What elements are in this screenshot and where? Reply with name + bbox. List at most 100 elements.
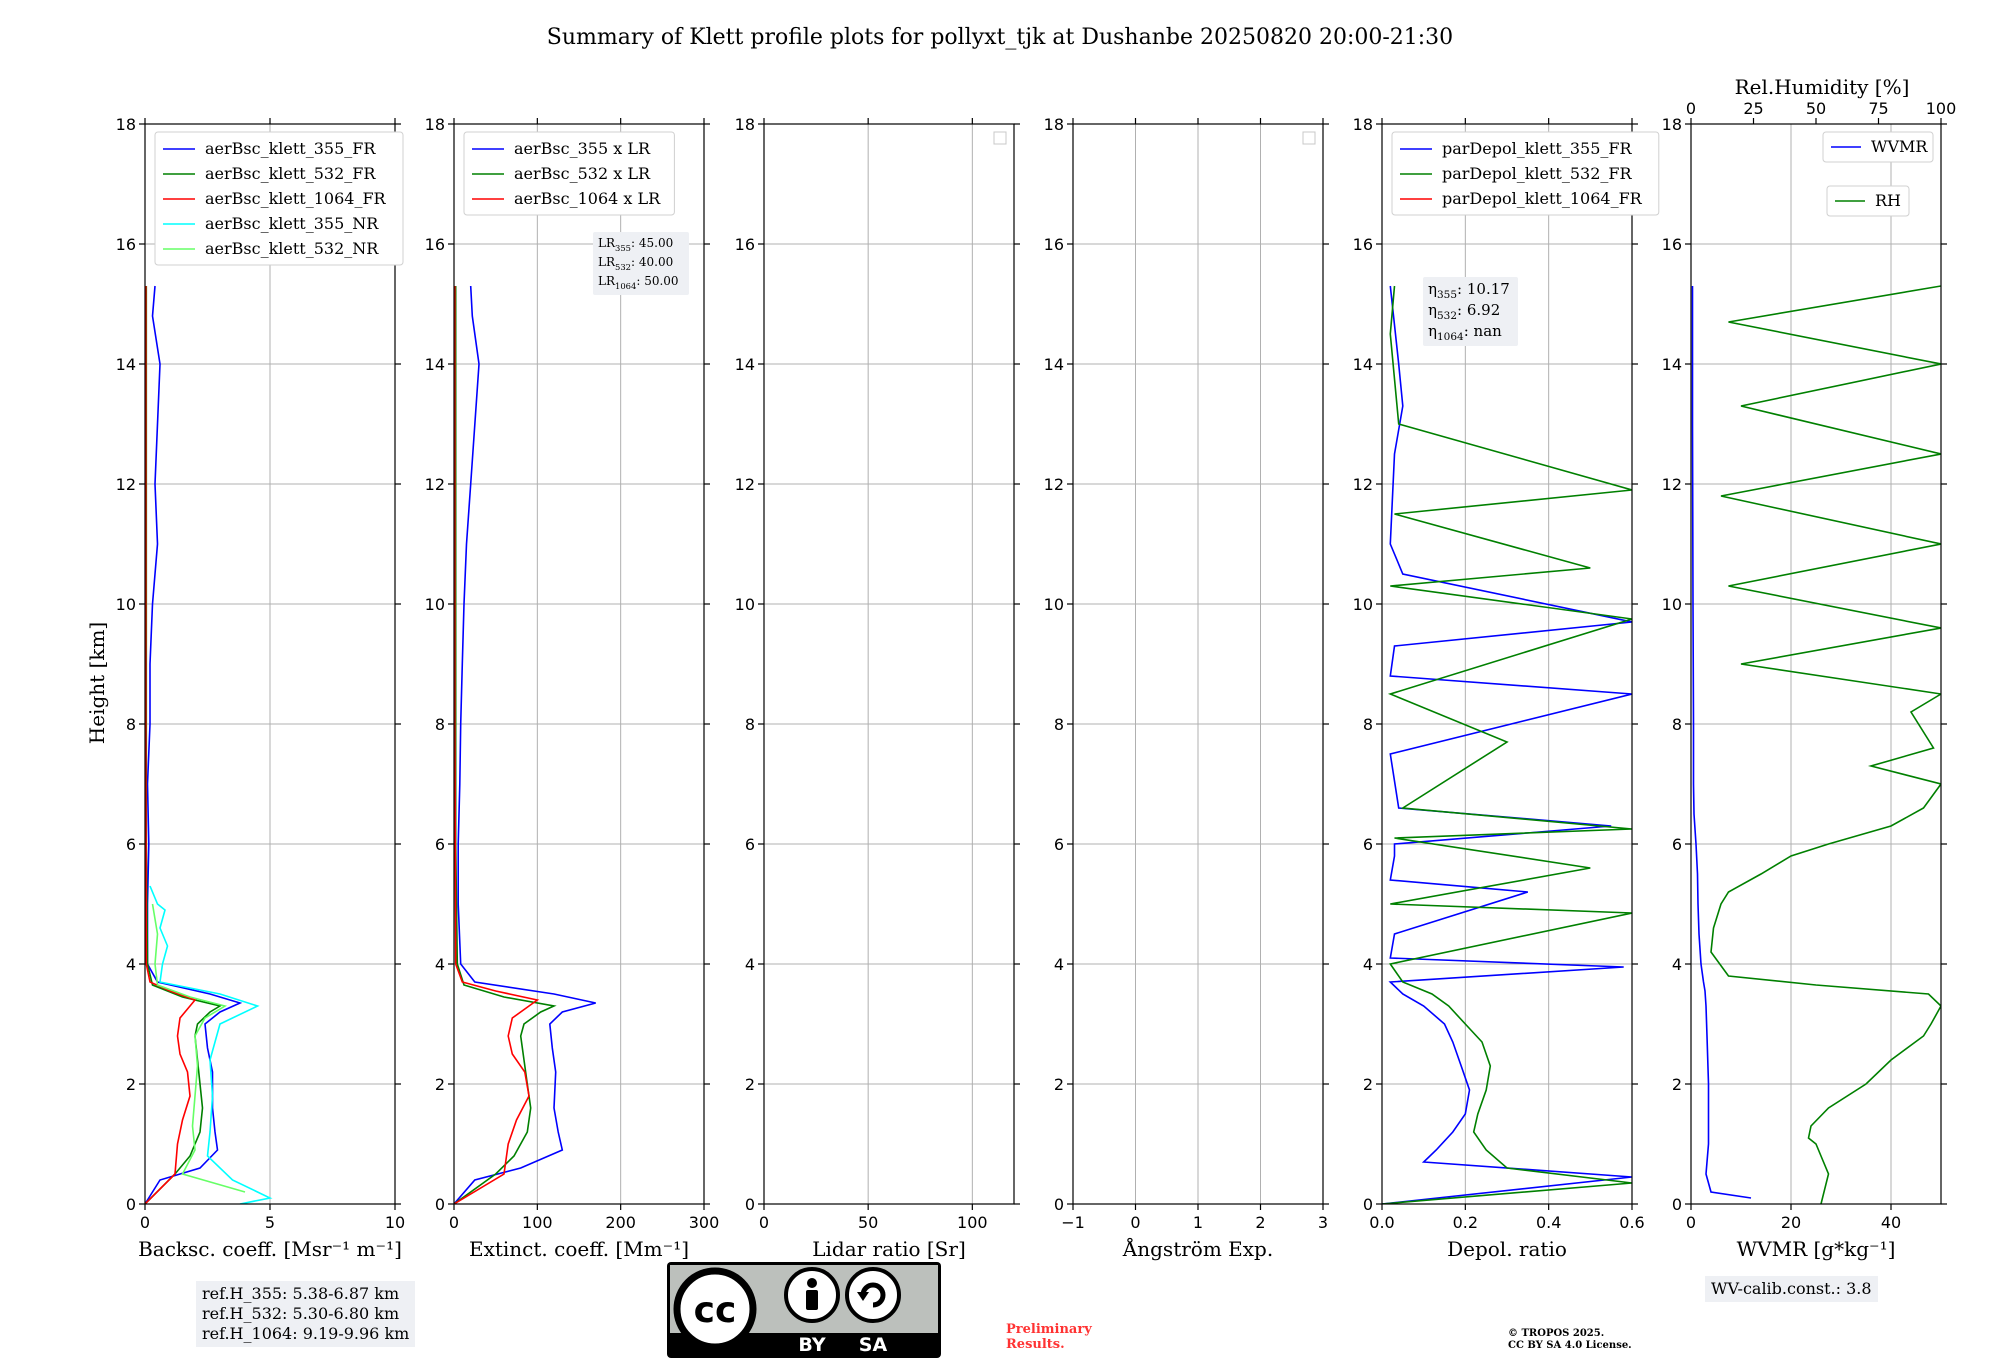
y-tick-label: 14 — [1353, 355, 1373, 374]
y-tick-label: 6 — [745, 835, 755, 854]
ref-height-1064: ref.H_1064: 9.19-9.96 km — [202, 1324, 410, 1343]
y-tick-label: 12 — [735, 475, 755, 494]
y-tick-label: 14 — [1044, 355, 1064, 374]
y-tick-label: 10 — [735, 595, 755, 614]
cc-logo-text: cc — [694, 1290, 737, 1331]
legend-label: parDepol_klett_355_FR — [1442, 139, 1633, 158]
legend-label: aerBsc_klett_1064_FR — [205, 189, 387, 208]
y-tick-label: 16 — [1044, 235, 1064, 254]
y-tick-label: 14 — [425, 355, 445, 374]
y-tick-label: 18 — [116, 115, 136, 134]
x-tick-label: 2 — [1255, 1213, 1265, 1232]
copyright-note: © TROPOS 2025. CC BY SA 4.0 License. — [1508, 1328, 1632, 1352]
top-x-tick-label: 0 — [1686, 99, 1696, 118]
y-tick-label: 8 — [126, 715, 136, 734]
y-tick-label: 18 — [1662, 115, 1682, 134]
legend-label: RH — [1875, 191, 1901, 210]
preliminary-results-note: Preliminary Results. — [1006, 1322, 1092, 1352]
y-tick-label: 16 — [425, 235, 445, 254]
series-line-RH — [1710, 285, 1941, 1204]
legend-label: aerBsc_355 x LR — [514, 139, 651, 158]
x-tick-label: 0 — [1686, 1213, 1696, 1232]
y-tick-label: 18 — [1044, 115, 1064, 134]
x-tick-label: 0.2 — [1453, 1213, 1478, 1232]
empty-legend — [993, 131, 1007, 145]
y-tick-label: 18 — [1353, 115, 1373, 134]
wv-calibration-box: WV-calib.const.: 3.8 — [1705, 1276, 1878, 1302]
top-x-tick-label: 25 — [1743, 99, 1763, 118]
ref-height-532: ref.H_532: 5.30-6.80 km — [202, 1304, 400, 1323]
annotation-box: LR355: 45.00 LR532: 40.00 LR1064: 50.00 — [593, 232, 689, 295]
axes-frame — [453, 123, 705, 1205]
y-tick-label: 2 — [1672, 1075, 1682, 1094]
series-line-WVMR — [1691, 286, 1752, 1199]
x-tick-label: 300 — [689, 1213, 720, 1232]
empty-legend — [1302, 131, 1316, 145]
legend-label: parDepol_klett_1064_FR — [1442, 189, 1643, 208]
y-tick-label: 10 — [1662, 595, 1682, 614]
y-tick-label: 6 — [1672, 835, 1682, 854]
series-line-aerBsc_klett_355_FR — [145, 285, 243, 1204]
x-tick-label: 1 — [1193, 1213, 1203, 1232]
x-tick-label: 5 — [265, 1213, 275, 1232]
y-tick-label: 8 — [1363, 715, 1373, 734]
y-tick-label: 16 — [735, 235, 755, 254]
y-tick-label: 2 — [1363, 1075, 1373, 1094]
legend-label: aerBsc_1064 x LR — [514, 189, 661, 208]
panel-3: 0 2 4 6 8 10 12 14 16 18 0 50 100 Lidar ratio [Sr] — [735, 115, 1020, 1261]
y-tick-label: 6 — [126, 835, 136, 854]
series-line-aerBsc_355 x LR — [454, 285, 596, 1204]
y-tick-label: 4 — [126, 955, 136, 974]
x-tick-label: 0 — [140, 1213, 150, 1232]
y-tick-label: 2 — [1054, 1075, 1064, 1094]
series-line-aerBsc_klett_1064_FR — [145, 286, 197, 1204]
x-axis-label: WVMR [g*kg⁻¹] — [1737, 1237, 1896, 1261]
x-axis-label: Depol. ratio — [1447, 1237, 1567, 1261]
figure-title: Summary of Klett profile plots for polly… — [547, 25, 1453, 50]
x-tick-label: 100 — [522, 1213, 553, 1232]
x-tick-label: 10 — [385, 1213, 405, 1232]
x-tick-label: 0.4 — [1536, 1213, 1561, 1232]
legend-label: aerBsc_klett_532_FR — [205, 164, 376, 183]
ref-height-355: ref.H_355: 5.38-6.87 km — [202, 1284, 400, 1303]
panel-5: 0 2 4 6 8 10 12 14 16 18 0.0 0.2 0.4 0.6 Depol. ratio p… — [1353, 115, 1660, 1261]
y-tick-label: 14 — [116, 355, 136, 374]
y-tick-label: 2 — [745, 1075, 755, 1094]
y-tick-label: 8 — [1054, 715, 1064, 734]
y-tick-label: 18 — [735, 115, 755, 134]
copyright-line-1: © TROPOS 2025. — [1508, 1328, 1605, 1339]
axes-frame — [763, 123, 1015, 1205]
top-x-tick-label: 100 — [1926, 99, 1957, 118]
annotation-line: LR532: 40.00 — [598, 255, 673, 272]
series-line-aerBsc_1064 x LR — [454, 286, 540, 1204]
cc-by-label: BY — [798, 1334, 825, 1356]
x-axis-label: Ångström Exp. — [1122, 1236, 1273, 1261]
x-axis-label: Lidar ratio [Sr] — [812, 1237, 966, 1261]
y-tick-label: 12 — [116, 475, 136, 494]
top-x-tick-label: 50 — [1806, 99, 1826, 118]
legend: aerBsc_klett_355_FR aerBsc_klett_532_FRae… — [154, 131, 404, 266]
cc-by-sa-logo: cc BY SA — [667, 1262, 941, 1358]
annotation-line: η355: 10.17 — [1428, 280, 1510, 301]
y-tick-label: 4 — [435, 955, 445, 974]
y-tick-label: 4 — [1054, 955, 1064, 974]
series-line-parDepol_klett_355_FR — [1382, 285, 1632, 1204]
y-tick-label: 10 — [1044, 595, 1064, 614]
y-tick-label: 8 — [1672, 715, 1682, 734]
x-axis-label: Extinct. coeff. [Mm⁻¹] — [469, 1237, 689, 1261]
y-tick-label: 6 — [435, 835, 445, 854]
y-tick-label: 6 — [1363, 835, 1373, 854]
legend-label: aerBsc_klett_532_NR — [205, 239, 379, 258]
y-tick-label: 10 — [425, 595, 445, 614]
series-line-parDepol_klett_532_FR — [1382, 285, 1632, 1204]
y-tick-label: 16 — [1662, 235, 1682, 254]
series-line-aerBsc_klett_532_NR — [151, 903, 246, 1193]
annotation-line: η1064: nan — [1428, 322, 1502, 343]
y-tick-label: 2 — [126, 1075, 136, 1094]
cc-sa-label: SA — [859, 1334, 888, 1356]
axes-frame — [1690, 123, 1942, 1205]
x-tick-label: 50 — [858, 1213, 878, 1232]
